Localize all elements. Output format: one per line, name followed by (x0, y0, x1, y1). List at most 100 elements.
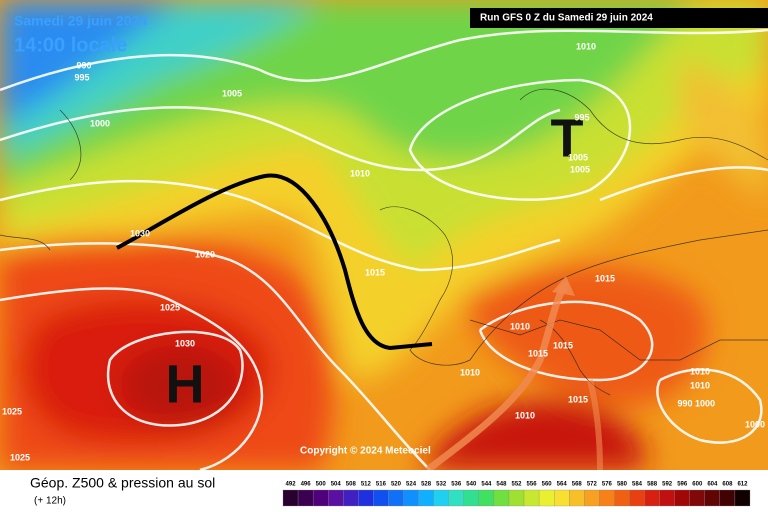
scale-label: 612 (737, 482, 748, 488)
run-info: Run GFS 0 Z du Samedi 29 juin 2024 (480, 13, 653, 24)
scale-label: 604 (707, 482, 718, 488)
low-marker: T (551, 108, 584, 168)
scale-swatch (538, 489, 555, 507)
scale-swatch (282, 489, 299, 507)
scale-swatch (418, 489, 434, 507)
isobar-label: 1015 (568, 394, 588, 404)
scale-label: 524 (406, 482, 417, 488)
scale-label: 576 (602, 482, 613, 488)
map-field: H T 990 995 1000 1005 1010 1010 995 1005 1005 103… (0, 0, 768, 472)
scale-label: 564 (557, 482, 568, 488)
isobar-label: 1015 (528, 348, 548, 358)
scale-swatch (312, 489, 329, 507)
scale-swatch (674, 489, 690, 507)
scale-swatch (463, 489, 479, 507)
isobar-label: 1010 (576, 41, 596, 51)
scale-label: 596 (677, 482, 688, 488)
isobar-label: 1005 (222, 88, 242, 98)
isobar-label: 1025 (10, 452, 30, 462)
scale-label: 584 (632, 482, 643, 488)
flow-arrow-head (552, 276, 575, 296)
scale-swatch (644, 489, 660, 507)
scale-swatch (403, 489, 419, 507)
isobar-label: 1030 (175, 338, 195, 348)
scale-swatch (297, 489, 314, 507)
scale-swatch (569, 489, 585, 507)
scale-swatch (328, 489, 344, 507)
isobar-label: 1010 (460, 367, 480, 377)
high-marker: H (166, 354, 205, 414)
footer-title: Géop. Z500 & pression au sol (30, 475, 215, 491)
scale-swatch (599, 489, 615, 507)
scale-label: 504 (331, 482, 342, 488)
scale-label: 608 (722, 482, 733, 488)
isobar-label: 1020 (195, 249, 215, 259)
scale-swatch (523, 489, 540, 507)
flow-arrow (426, 281, 569, 472)
scale-swatch (343, 489, 359, 507)
scale-label: 508 (346, 482, 357, 488)
scale-label: 536 (451, 482, 462, 488)
scale-swatch (614, 489, 630, 507)
run-box (470, 8, 768, 28)
isobar-label: 990 (677, 398, 692, 408)
isobar-label: 1010 (690, 366, 710, 376)
scale-label: 588 (647, 482, 658, 488)
isobar-label: 995 (74, 72, 89, 82)
time: 14:00 locale (14, 34, 127, 56)
isobar-label: 1010 (510, 321, 530, 331)
scale-label: 592 (662, 482, 673, 488)
scale-swatch (448, 489, 464, 507)
scale-swatch (659, 489, 675, 507)
isobar-label: 1005 (568, 152, 588, 162)
isobar-label: 1025 (160, 302, 180, 312)
scale-swatch (388, 489, 404, 507)
scale-swatch (689, 489, 705, 507)
scale-swatch (433, 489, 449, 507)
scale-label: 516 (376, 482, 387, 488)
flow-arrow (587, 379, 603, 471)
scale-swatch (554, 489, 570, 507)
front-line (116, 173, 433, 351)
isobar-label: 995 (574, 112, 589, 122)
scale-label: 496 (301, 482, 312, 488)
footer-subtitle: (+ 12h) (34, 496, 66, 507)
scale-label: 600 (692, 482, 703, 488)
isobar-label: 1015 (595, 273, 615, 283)
isobar-label: 1010 (350, 168, 370, 178)
isobar-label: 1025 (2, 406, 22, 416)
scale-swatch (478, 489, 495, 507)
scale-label: 500 (316, 482, 327, 488)
isobar-label: 1000 (90, 118, 110, 128)
scale-label: 552 (511, 482, 522, 488)
isobar-label: 1010 (690, 380, 710, 390)
isobar-label: 1015 (553, 340, 573, 350)
scale-label: 556 (527, 482, 538, 488)
scale-swatch (719, 489, 736, 507)
scale-label: 548 (496, 482, 507, 488)
scale-swatch (373, 489, 389, 507)
isobar-label: 1010 (515, 410, 535, 420)
isobar-label: 1000 (745, 419, 765, 429)
scale-label: 512 (361, 482, 372, 488)
scale-swatch (704, 489, 721, 507)
scale-label: 580 (617, 482, 628, 488)
scale-swatch (508, 489, 525, 507)
isobar-label: 1030 (130, 228, 150, 238)
date: Samedi 29 juin 2024 (14, 13, 147, 29)
isobar-label: 1005 (570, 164, 590, 174)
scale-label: 532 (436, 482, 447, 488)
scale-label: 492 (286, 482, 297, 488)
scale-label: 572 (587, 482, 598, 488)
scale-label: 568 (572, 482, 583, 488)
isobar-label: 990 (76, 60, 91, 70)
scale-swatch (358, 489, 374, 507)
scale-swatch (629, 489, 645, 507)
scale-swatch (734, 489, 751, 507)
isobar-label: 1015 (365, 267, 385, 277)
isobar-label: 1000 (695, 398, 715, 408)
scale-label: 520 (391, 482, 402, 488)
color-scale: 492 496 500 504 508 512 516 520 524 528 532 536 540 5… (282, 482, 751, 507)
